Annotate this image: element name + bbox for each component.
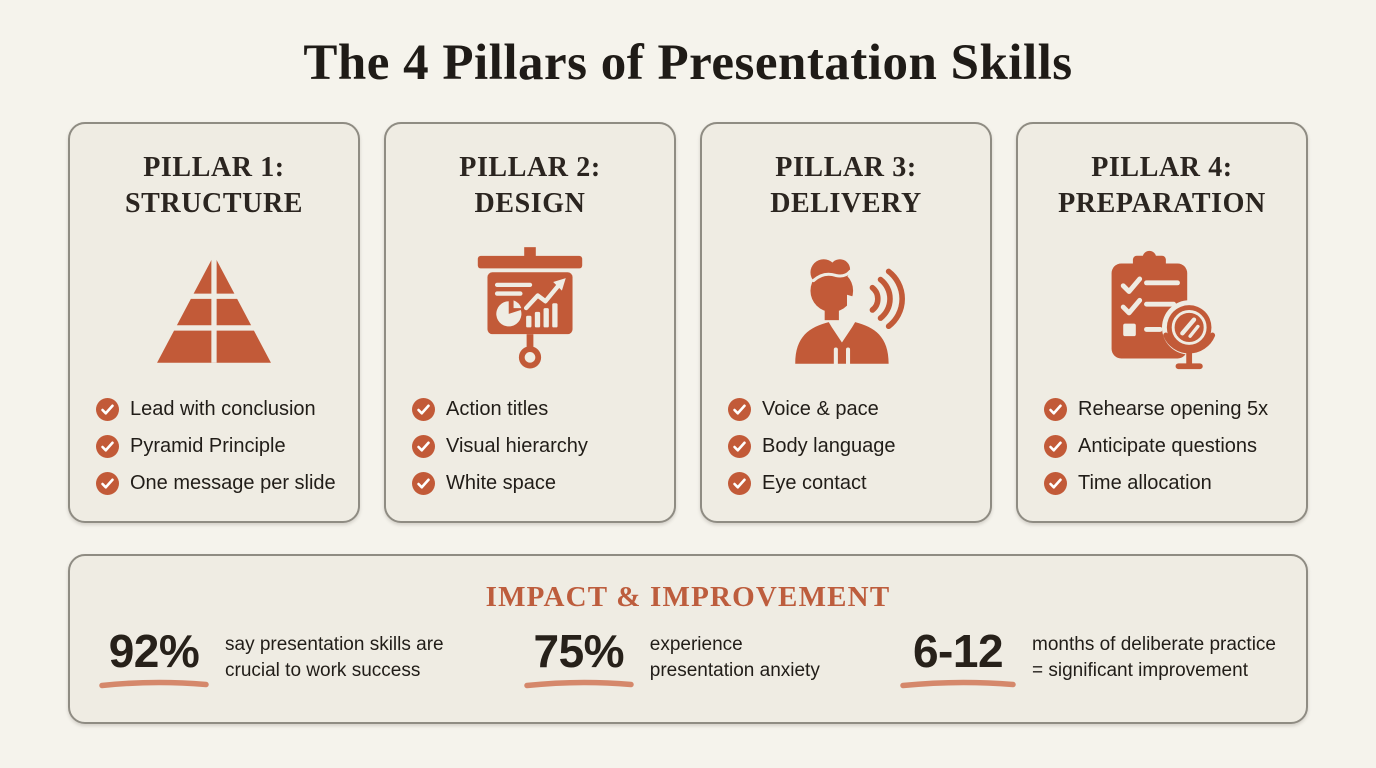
- underline-stroke: [900, 680, 1016, 689]
- bullet-list: Rehearse opening 5x Anticipate questions…: [1018, 398, 1306, 521]
- pillar-label: PILLAR 2:: [459, 152, 601, 183]
- pillar-name: DELIVERY: [770, 187, 922, 219]
- list-item-label: Time allocation: [1078, 472, 1212, 494]
- impact-heading: IMPACT & IMPROVEMENT: [485, 581, 891, 613]
- list-item-label: Body language: [762, 435, 896, 457]
- pillar-card-heading: PILLAR 3: DELIVERY: [770, 150, 922, 222]
- pillar-name: PREPARATION: [1058, 187, 1266, 219]
- list-item: Lead with conclusion: [96, 398, 342, 421]
- pillar-card-preparation: PILLAR 4: PREPARATION: [1016, 122, 1308, 523]
- check-icon: [1044, 398, 1067, 421]
- list-item-label: Anticipate questions: [1078, 435, 1258, 457]
- list-item-label: Visual hierarchy: [446, 435, 588, 457]
- list-item: Voice & pace: [728, 398, 974, 421]
- pillar-card-delivery: PILLAR 3: DELIVERY: [700, 122, 992, 523]
- check-icon: [96, 435, 119, 458]
- bullet-list: Lead with conclusion Pyramid Principle O…: [70, 398, 358, 521]
- pillar-card-heading: PILLAR 1: STRUCTURE: [125, 150, 303, 222]
- list-item: Pyramid Principle: [96, 435, 342, 458]
- list-item: Rehearse opening 5x: [1044, 398, 1290, 421]
- stat-value: 75%: [533, 625, 625, 677]
- list-item-label: Lead with conclusion: [130, 398, 316, 420]
- list-item: Action titles: [412, 398, 658, 421]
- list-item: Anticipate questions: [1044, 435, 1290, 458]
- pillar-card-design: PILLAR 2: DESIGN: [384, 122, 676, 523]
- list-item-label: One message per slide: [130, 472, 336, 494]
- stat-anxiety: 75% experience presentation anxiety: [523, 627, 820, 689]
- list-item-label: Rehearse opening 5x: [1078, 398, 1269, 420]
- list-item: Time allocation: [1044, 472, 1290, 495]
- speaking-person-icon: [795, 259, 905, 366]
- underline-stroke: [524, 680, 634, 689]
- impact-panel: IMPACT & IMPROVEMENT 92% say presentatio…: [68, 554, 1308, 724]
- list-item-label: White space: [446, 472, 557, 494]
- list-item: White space: [412, 472, 658, 495]
- pillar-label: PILLAR 3:: [775, 152, 917, 183]
- check-icon: [96, 398, 119, 421]
- pillar-label: PILLAR 4:: [1091, 152, 1233, 183]
- list-item-label: Action titles: [446, 398, 549, 420]
- pillar-card-structure: PILLAR 1: STRUCTURE Lead with conclusion: [68, 122, 360, 523]
- pillar-card-heading: PILLAR 2: DESIGN: [459, 150, 601, 222]
- check-icon: [1044, 435, 1067, 458]
- stat-value: 6-12: [912, 625, 1004, 677]
- pillar-name: DESIGN: [474, 187, 586, 219]
- check-icon: [728, 398, 751, 421]
- stat-practice-months: 6-12 months of deliberate practice = sig…: [899, 627, 1276, 689]
- check-icon: [1044, 472, 1067, 495]
- list-item-label: Pyramid Principle: [130, 435, 286, 457]
- pyramid-icon: [157, 254, 271, 363]
- list-item: Eye contact: [728, 472, 974, 495]
- pillar-card-heading: PILLAR 4: PREPARATION: [1058, 150, 1266, 222]
- check-icon: [728, 435, 751, 458]
- check-icon: [412, 398, 435, 421]
- page-title: The 4 Pillars of Presentation Skills: [303, 35, 1073, 91]
- stat-value: 92%: [108, 625, 200, 677]
- list-item-label: Voice & pace: [762, 398, 879, 420]
- presentation-chart-icon: [477, 246, 583, 369]
- check-icon: [96, 472, 119, 495]
- pillar-name: STRUCTURE: [124, 187, 304, 219]
- bullet-list: Voice & pace Body language Eye contact: [702, 398, 990, 521]
- underline-stroke: [99, 680, 209, 689]
- stat-description: months of deliberate practice = signific…: [1032, 633, 1276, 682]
- stat-work-success: 92% say presentation skills are crucial …: [98, 627, 444, 689]
- list-item: Body language: [728, 435, 974, 458]
- list-item: Visual hierarchy: [412, 435, 658, 458]
- check-icon: [412, 435, 435, 458]
- check-icon: [728, 472, 751, 495]
- bullet-list: Action titles Visual hierarchy White spa…: [386, 398, 674, 521]
- check-icon: [412, 472, 435, 495]
- list-item: One message per slide: [96, 472, 342, 495]
- stats-row: 92% say presentation skills are crucial …: [70, 627, 1306, 689]
- stat-description: experience presentation anxiety: [649, 633, 820, 682]
- pillar-label: PILLAR 1:: [143, 152, 285, 183]
- stat-description: say presentation skills are crucial to w…: [225, 633, 444, 682]
- list-item-label: Eye contact: [762, 472, 867, 494]
- pillar-cards-row: PILLAR 1: STRUCTURE Lead with conclusion: [0, 122, 1376, 523]
- checklist-mirror-icon: [1111, 250, 1217, 369]
